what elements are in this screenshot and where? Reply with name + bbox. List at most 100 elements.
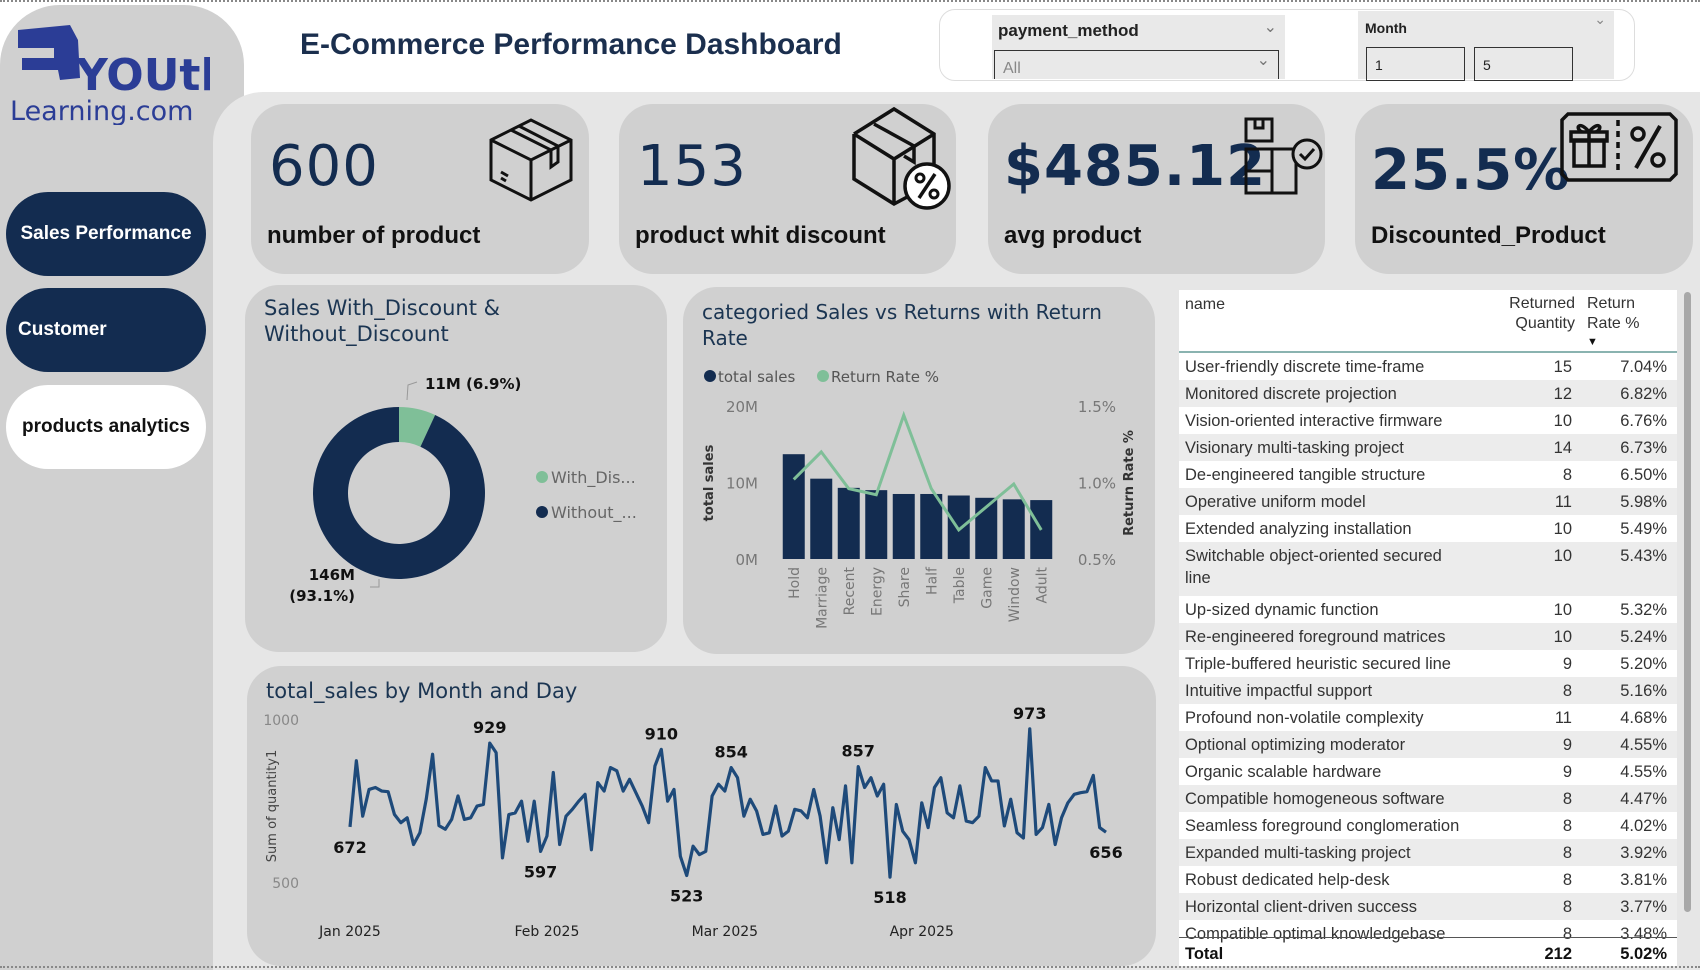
boxes-check-icon <box>1244 117 1323 195</box>
row-returned-quantity: 12 <box>1553 385 1572 403</box>
table-row[interactable]: Triple-buffered heuristic secured line 9 5… <box>1179 650 1677 677</box>
x-tick-label: Marriage <box>814 567 830 629</box>
x-tick-label: Half <box>924 566 940 595</box>
table-row[interactable]: Robust dedicated help-desk 8 3.81% <box>1179 866 1677 893</box>
bar <box>892 493 915 559</box>
table-row[interactable]: Profound non-volatile complexity 11 4.68% <box>1179 704 1677 731</box>
column-header-name[interactable]: name <box>1185 296 1226 313</box>
total-rate: 5.02% <box>1620 945 1667 963</box>
total-divider <box>1179 937 1677 938</box>
data-label: 597 <box>524 862 557 881</box>
table-row[interactable]: Intuitive impactful support 8 5.16% <box>1179 677 1677 704</box>
discount-box-icon <box>852 106 951 210</box>
month-slicer: Month ⌄ 1 5 <box>1358 11 1614 81</box>
row-name: Monitored discrete projection <box>1185 385 1397 403</box>
kpi-card-number-of-product: 600 number of product <box>251 104 589 274</box>
table-row[interactable]: Optional optimizing moderator 9 4.55% <box>1179 731 1677 758</box>
chart-title: Sales With_Discount & Without_Discount <box>264 296 500 346</box>
y2-tick-label: 1.5% <box>1078 398 1116 416</box>
bar <box>782 454 805 559</box>
table-row[interactable]: Re-engineered foreground matrices 10 5.24% <box>1179 623 1677 650</box>
y2-tick-label: 0.5% <box>1078 551 1116 569</box>
kpi-label: avg product <box>1004 222 1142 249</box>
legend-label: Return Rate % <box>831 368 939 386</box>
row-return-rate: 5.98% <box>1620 493 1667 511</box>
table-row[interactable]: Compatible optimal knowledgebase 8 3.48% <box>1179 920 1677 947</box>
row-return-rate: 4.02% <box>1620 817 1667 835</box>
nav-customer[interactable]: Customer <box>6 288 206 372</box>
x-tick-label: Mar 2025 <box>692 924 759 940</box>
row-name: Re-engineered foreground matrices <box>1185 628 1446 646</box>
total-quantity: 212 <box>1544 945 1572 963</box>
row-return-rate: 6.76% <box>1620 412 1667 430</box>
table-row[interactable]: Monitored discrete projection 12 6.82% <box>1179 380 1677 407</box>
table-row[interactable]: Horizontal client-driven success 8 3.77% <box>1179 893 1677 920</box>
row-return-rate: 3.48% <box>1620 925 1667 943</box>
row-returned-quantity: 9 <box>1562 736 1572 754</box>
payment-method-dropdown[interactable]: All ⌄ <box>994 50 1279 79</box>
column-header-return-rate[interactable]: Return Rate % <box>1587 295 1640 332</box>
chevron-down-icon[interactable]: ⌄ <box>1263 19 1277 36</box>
nav-label: Customer <box>18 319 107 340</box>
row-name: Horizontal client-driven success <box>1185 898 1418 916</box>
row-return-rate: 7.04% <box>1620 358 1667 376</box>
row-name: Up-sized dynamic function <box>1185 601 1379 619</box>
y-tick-label: 0M <box>736 551 759 569</box>
kpi-label: Discounted_Product <box>1371 222 1606 249</box>
chart-title: total_sales by Month and Day <box>266 679 578 703</box>
bar <box>1002 499 1025 559</box>
month-to-input[interactable]: 5 <box>1474 47 1573 81</box>
row-returned-quantity: 10 <box>1553 628 1572 646</box>
legend-label: Without_... <box>551 503 637 523</box>
row-returned-quantity: 8 <box>1562 790 1572 808</box>
nav-label: products analytics <box>22 416 190 437</box>
row-return-rate: 4.47% <box>1620 790 1667 808</box>
row-return-rate: 3.77% <box>1620 898 1667 916</box>
sort-descending-icon[interactable]: ▼ <box>1587 336 1598 348</box>
x-tick-label: Game <box>979 567 995 609</box>
bar <box>837 487 860 559</box>
nav-sales-performance[interactable]: Sales Performance <box>6 192 206 276</box>
x-tick-label: Energy <box>869 567 885 616</box>
row-returned-quantity: 8 <box>1562 898 1572 916</box>
nav-products-analytics[interactable]: products analytics <box>6 385 206 469</box>
table-row[interactable]: Organic scalable hardware 9 4.55% <box>1179 758 1677 785</box>
table-total-row: Total 212 5.02% <box>1179 940 1677 966</box>
row-returned-quantity: 14 <box>1553 439 1572 457</box>
row-return-rate: 5.20% <box>1620 655 1667 673</box>
table-row[interactable]: Compatible homogeneous software 8 4.47% <box>1179 785 1677 812</box>
row-return-rate: 5.24% <box>1620 628 1667 646</box>
chevron-down-icon[interactable]: ⌄ <box>1594 11 1606 27</box>
table-row[interactable]: De-engineered tangible structure 8 6.50% <box>1179 461 1677 488</box>
gift-percent-icon <box>1560 112 1678 182</box>
data-label: 854 <box>714 743 747 762</box>
table-row[interactable]: Seamless foreground conglomeration 8 4.02% <box>1179 812 1677 839</box>
kpi-value: 600 <box>269 134 379 199</box>
y2-tick-label: 1.0% <box>1078 475 1116 493</box>
table-row[interactable]: Vision-oriented interactive firmware 10 6.… <box>1179 407 1677 434</box>
table-row[interactable]: Operative uniform model 11 5.98% <box>1179 488 1677 515</box>
row-returned-quantity: 8 <box>1562 844 1572 862</box>
row-return-rate: 5.16% <box>1620 682 1667 700</box>
x-tick-label: Table <box>952 567 968 604</box>
table-row[interactable]: Up-sized dynamic function 10 5.32% <box>1179 596 1677 623</box>
x-tick-label: Adult <box>1034 567 1050 604</box>
column-header-returned-quantity[interactable]: Returned Quantity <box>1509 295 1575 332</box>
table-row[interactable]: User-friendly discrete time-frame 15 7.04% <box>1179 353 1677 380</box>
donut-chart-card: Sales With_Discount & Without_Discount <box>245 285 667 652</box>
row-name: Profound non-volatile complexity <box>1185 709 1424 727</box>
y-tick-label: 20M <box>726 398 758 416</box>
logo-brand: YOUth <box>75 50 210 101</box>
table-row[interactable]: Extended analyzing installation 10 5.49% <box>1179 515 1677 542</box>
data-label: 523 <box>670 887 703 906</box>
data-label: 857 <box>842 742 875 761</box>
table-row[interactable]: Visionary multi-tasking project 14 6.73% <box>1179 434 1677 461</box>
table-row[interactable]: Switchable object-oriented secured line 1… <box>1179 542 1677 596</box>
donut-slice <box>399 407 436 447</box>
table-row[interactable]: Expanded multi-tasking project 8 3.92% <box>1179 839 1677 866</box>
row-returned-quantity: 8 <box>1562 682 1572 700</box>
table-scrollbar[interactable] <box>1684 292 1691 912</box>
y-tick-label: 500 <box>272 876 299 892</box>
y-axis-title: Sum of quantity1 <box>265 750 280 862</box>
month-from-input[interactable]: 1 <box>1366 47 1465 81</box>
